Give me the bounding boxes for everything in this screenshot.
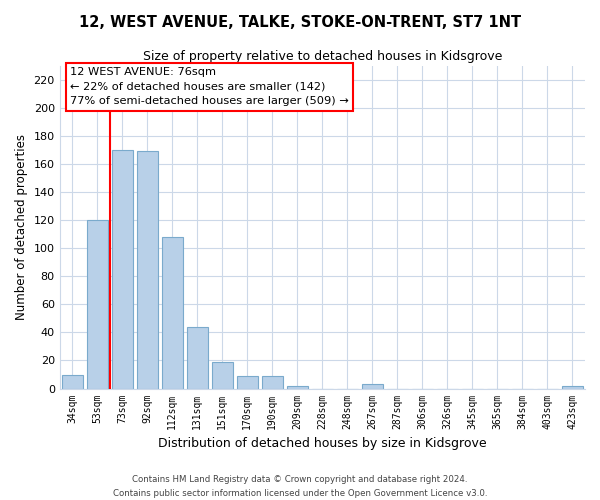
Y-axis label: Number of detached properties: Number of detached properties — [15, 134, 28, 320]
Bar — [562, 386, 583, 388]
Bar — [161, 237, 183, 388]
Bar — [187, 327, 208, 388]
Bar — [137, 151, 158, 388]
Bar — [362, 384, 383, 388]
Bar — [212, 362, 233, 388]
Bar — [236, 376, 258, 388]
Bar — [62, 374, 83, 388]
Title: Size of property relative to detached houses in Kidsgrove: Size of property relative to detached ho… — [143, 50, 502, 63]
Text: 12 WEST AVENUE: 76sqm
← 22% of detached houses are smaller (142)
77% of semi-det: 12 WEST AVENUE: 76sqm ← 22% of detached … — [70, 67, 349, 106]
X-axis label: Distribution of detached houses by size in Kidsgrove: Distribution of detached houses by size … — [158, 437, 487, 450]
Text: 12, WEST AVENUE, TALKE, STOKE-ON-TRENT, ST7 1NT: 12, WEST AVENUE, TALKE, STOKE-ON-TRENT, … — [79, 15, 521, 30]
Text: Contains HM Land Registry data © Crown copyright and database right 2024.
Contai: Contains HM Land Registry data © Crown c… — [113, 476, 487, 498]
Bar — [262, 376, 283, 388]
Bar — [112, 150, 133, 388]
Bar — [86, 220, 108, 388]
Bar — [287, 386, 308, 388]
